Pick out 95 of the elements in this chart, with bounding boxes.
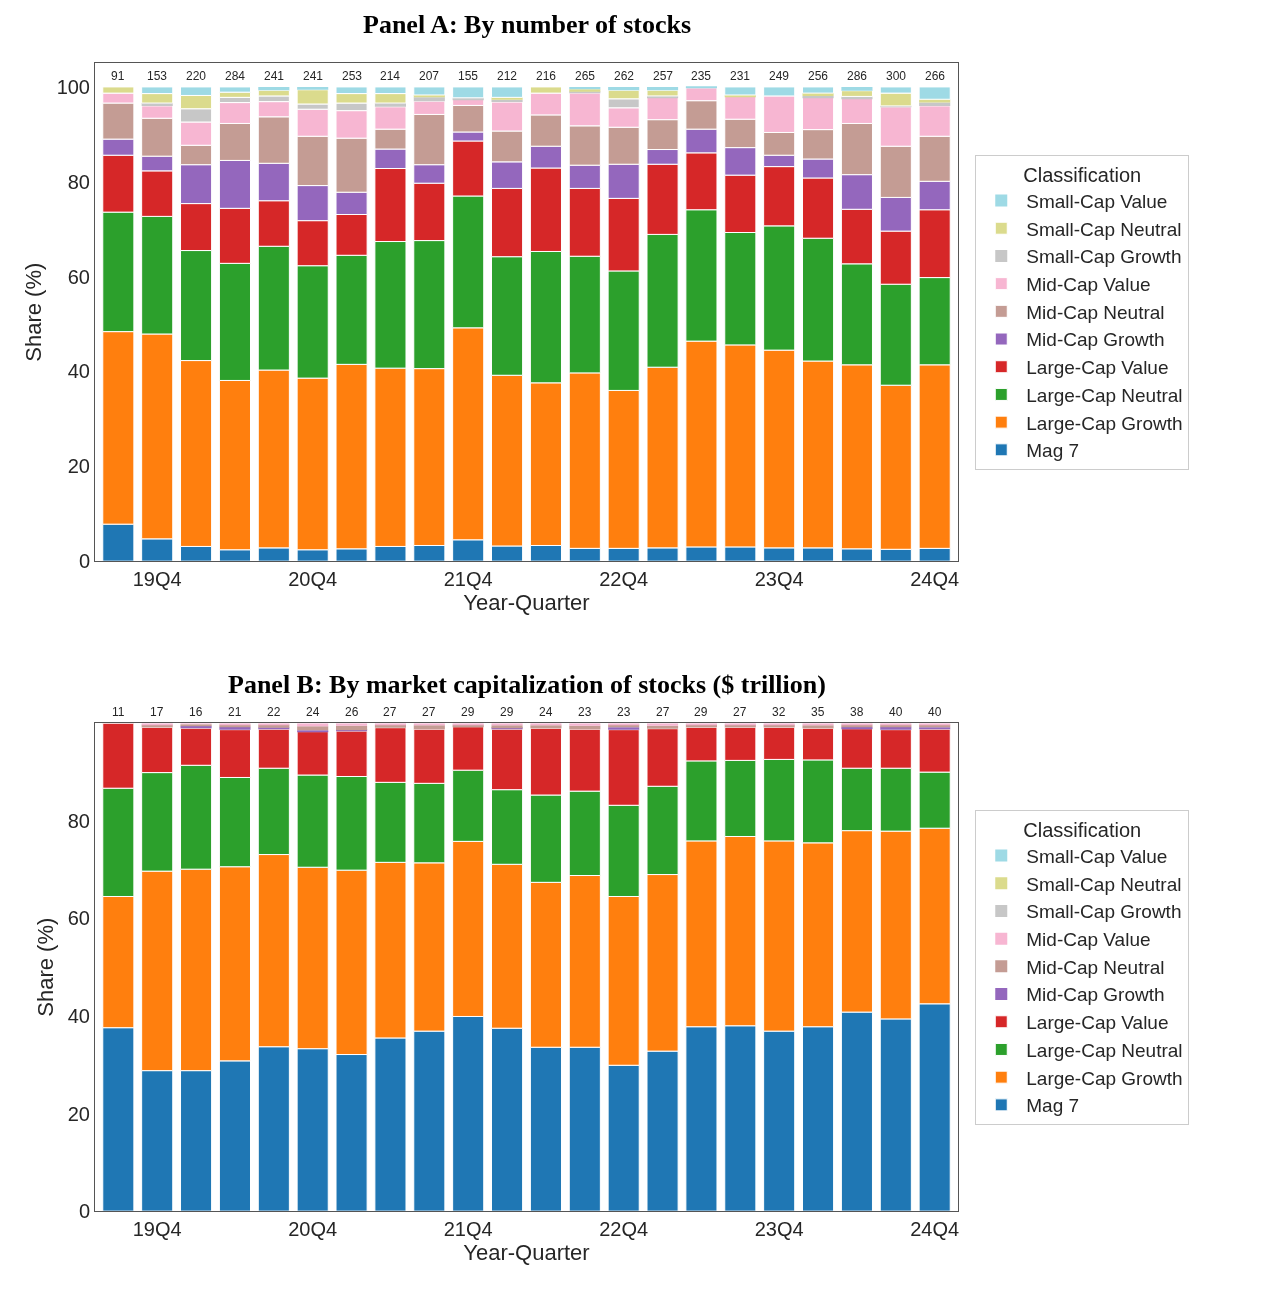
text: 23 xyxy=(617,705,631,719)
legend-label: Large-Cap Neutral xyxy=(1026,384,1183,406)
x-tick-label: 22Q4 xyxy=(599,568,649,591)
x-tick-label: 23Q4 xyxy=(754,1218,804,1241)
legend-label: Small-Cap Growth xyxy=(1026,246,1182,268)
annotation: 214 xyxy=(380,69,401,83)
text: 29 xyxy=(461,705,475,719)
text: 24 xyxy=(539,705,553,719)
legend-label: Small-Cap Neutral xyxy=(1026,218,1182,240)
text: 16 xyxy=(189,705,203,719)
annotation: 257 xyxy=(653,69,674,83)
text: 17 xyxy=(150,705,164,719)
x-tick-label: 24Q4 xyxy=(910,568,960,591)
x-tick-label: 23Q4 xyxy=(754,568,804,591)
text: 35 xyxy=(811,705,825,719)
legend-label: Mid-Cap Growth xyxy=(1026,984,1165,1006)
x-tick-label: 19Q4 xyxy=(132,1218,182,1241)
annotation: 262 xyxy=(614,69,635,83)
y-tick-label: 20 xyxy=(67,455,90,478)
legend-label: Mag 7 xyxy=(1026,1095,1080,1117)
annotation: 231 xyxy=(730,69,751,83)
x-axis-title: Year-Quarter xyxy=(463,590,590,616)
y-tick-label: 0 xyxy=(78,550,90,573)
y-tick-label: 20 xyxy=(67,1102,90,1125)
annotation: 235 xyxy=(691,69,712,83)
legend-label: Large-Cap Value xyxy=(1026,1012,1169,1034)
text: 38 xyxy=(850,705,864,719)
y-tick-label: 40 xyxy=(67,1005,90,1027)
legend-label: Mid-Cap Value xyxy=(1026,274,1151,296)
annotation: 249 xyxy=(769,69,790,83)
annotation: 241 xyxy=(303,69,324,83)
annotation: 212 xyxy=(497,69,518,83)
annotation: 256 xyxy=(808,69,829,83)
y-axis-title: Share (%) xyxy=(21,262,47,362)
text: 27 xyxy=(656,705,670,719)
x-tick-label: 24Q4 xyxy=(910,1218,960,1241)
annotation: 266 xyxy=(925,69,946,83)
y-tick-label: 100 xyxy=(56,75,90,98)
legend-label: Large-Cap Growth xyxy=(1026,1067,1183,1089)
y-tick-label: 80 xyxy=(67,809,90,832)
text: 22 xyxy=(267,705,281,719)
y-tick-label: 80 xyxy=(67,170,90,193)
y-tick-label: 60 xyxy=(67,265,90,288)
text: 27 xyxy=(422,705,436,719)
legend-label: Mag 7 xyxy=(1026,440,1080,462)
annotation: 153 xyxy=(147,69,168,83)
annotation: 91 xyxy=(111,69,125,83)
x-tick-label: 21Q4 xyxy=(443,568,493,591)
chart-title: Panel A: By number of stocks xyxy=(363,10,692,39)
x-tick-label: 22Q4 xyxy=(599,1218,649,1241)
annotation: 220 xyxy=(186,69,207,83)
y-tick-label: 40 xyxy=(67,360,90,383)
legend-label: Small-Cap Neutral xyxy=(1026,873,1182,895)
annotation: 300 xyxy=(886,69,907,83)
y-tick-label: 60 xyxy=(67,907,90,930)
text: 40 xyxy=(889,705,903,719)
text: 29 xyxy=(694,705,708,719)
text: 24 xyxy=(306,705,320,719)
text: 32 xyxy=(772,705,786,719)
legend-label: Mid-Cap Growth xyxy=(1026,329,1165,351)
legend-title: Classification xyxy=(1023,818,1142,841)
legend-label: Mid-Cap Neutral xyxy=(1026,301,1165,323)
annotation: 284 xyxy=(225,69,246,83)
chart-title: Panel B: By market capitalization of stocks ($ trillion) xyxy=(228,670,826,699)
legend-label: Mid-Cap Value xyxy=(1026,929,1151,951)
legend-label: Large-Cap Value xyxy=(1026,357,1169,379)
annotation: 265 xyxy=(575,69,596,83)
text: 27 xyxy=(383,705,397,719)
y-tick-label: 0 xyxy=(78,1200,90,1223)
legend-label: Small-Cap Value xyxy=(1026,845,1168,867)
legend-label: Mid-Cap Neutral xyxy=(1026,956,1165,978)
x-tick-label: 20Q4 xyxy=(288,568,338,591)
annotation: 155 xyxy=(458,69,479,83)
legend-label: Small-Cap Growth xyxy=(1026,901,1182,923)
legend-label: Small-Cap Value xyxy=(1026,190,1168,212)
annotation: 216 xyxy=(536,69,557,83)
legend-label: Large-Cap Growth xyxy=(1026,412,1183,434)
text: 27 xyxy=(733,705,747,719)
text: 26 xyxy=(345,705,359,719)
text: 21 xyxy=(228,705,242,719)
text: 29 xyxy=(500,705,514,719)
x-tick-label: 20Q4 xyxy=(288,1218,338,1241)
y-axis-title: Share (%) xyxy=(32,917,58,1017)
x-tick-label: 19Q4 xyxy=(132,568,182,591)
text: 23 xyxy=(578,705,592,719)
x-axis-title: Year-Quarter xyxy=(463,1240,590,1266)
text: 11 xyxy=(112,705,125,719)
annotation: 286 xyxy=(847,69,868,83)
annotation: 241 xyxy=(264,69,285,83)
legend-title: Classification xyxy=(1023,163,1142,186)
legend-label: Large-Cap Neutral xyxy=(1026,1039,1183,1061)
x-tick-label: 21Q4 xyxy=(443,1218,493,1241)
annotation: 207 xyxy=(419,69,440,83)
annotation: 253 xyxy=(342,69,363,83)
text: 40 xyxy=(928,705,942,719)
